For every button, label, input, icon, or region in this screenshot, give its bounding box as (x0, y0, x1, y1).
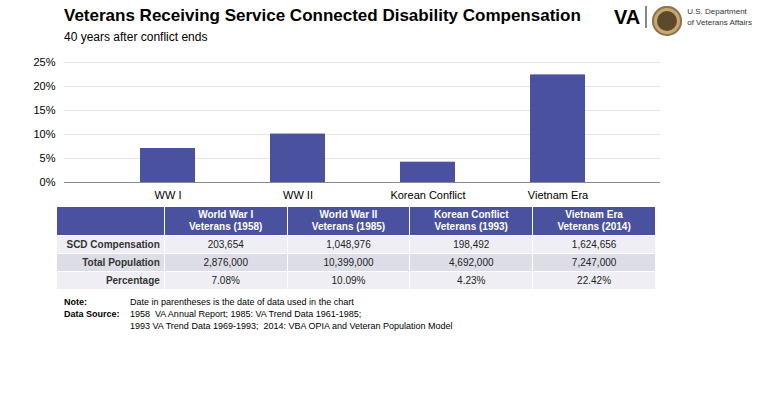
html-text:4.23%: 4.23% (457, 275, 486, 286)
html-text:7,247,000: 7,247,000 (571, 257, 617, 268)
html-text:Veterans Receiving Service Con: Veterans Receiving Service Connected Dis… (64, 6, 581, 25)
html-text:Date in parentheses is the dat: Date in parentheses is the date of data … (130, 297, 354, 307)
svg-text:10%: 10% (33, 128, 55, 140)
html-text:Korean Conflict Veterans (1993: Korean Conflict Veterans (1993) (434, 209, 509, 232)
html-text:1958 VA Annual Report; 1985: V: 1958 VA Annual Report; 1985: VA Trend Da… (130, 309, 362, 319)
html-text:203,654: 203,654 (207, 239, 244, 250)
html-text:1,048,976: 1,048,976 (326, 239, 371, 250)
html-text:Percentage: Percentage (105, 275, 160, 286)
svg-text:20%: 20% (33, 80, 55, 92)
html-text:Note:: Note: (64, 297, 87, 307)
svg-text:25%: 25% (33, 56, 55, 68)
svg-text:WW I: WW I (155, 189, 182, 201)
svg-text:WW II: WW II (283, 189, 313, 201)
html-text:1,624,656: 1,624,656 (571, 239, 617, 250)
html-text:World War I Veterans (1958): World War I Veterans (1958) (189, 209, 263, 232)
html-text:2,876,000: 2,876,000 (203, 257, 248, 268)
html-text:40 years after conflict ends: 40 years after conflict ends (64, 30, 208, 44)
html-text:10.09%: 10.09% (331, 275, 366, 286)
html-text:7.08%: 7.08% (211, 275, 240, 286)
html-text:Data Source:: Data Source: (64, 309, 120, 319)
svg-text:Vietnam Era: Vietnam Era (528, 189, 589, 201)
html-text:World War II Veterans (1985): World War II Veterans (1985) (311, 209, 386, 232)
html-text:U.S. Department of Veterans Af: U.S. Department of Veterans Affairs (687, 7, 752, 27)
html-text:VA: VA (613, 6, 641, 28)
html-text:Total Population: Total Population (82, 257, 160, 268)
svg-text:15%: 15% (33, 104, 55, 116)
html-text:SCD Compensation: SCD Compensation (66, 239, 160, 250)
html-text:10,399,000: 10,399,000 (323, 257, 374, 268)
html-text:Vietnam Era Veterans (2014): Vietnam Era Veterans (2014) (557, 209, 631, 232)
html-text:1993 VA Trend Data 1969-1993;: 1993 VA Trend Data 1969-1993; 2014: VBA … (130, 321, 453, 331)
html-text:198,492: 198,492 (453, 239, 490, 250)
svg-text:Korean Conflict: Korean Conflict (390, 189, 465, 201)
html-text:22.42%: 22.42% (577, 275, 611, 286)
html-text:4,692,000: 4,692,000 (449, 257, 494, 268)
svg-text:5%: 5% (40, 152, 56, 164)
svg-text:0%: 0% (40, 176, 56, 188)
